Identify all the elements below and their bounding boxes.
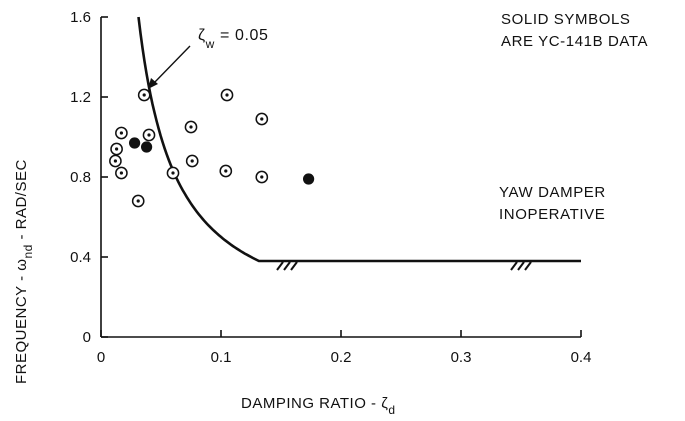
boundary-label-value: = 0.05 — [215, 27, 269, 44]
y-tick-label: 1.2 — [70, 89, 91, 106]
open-data-point-dot — [225, 93, 229, 97]
boundary-label-sub: w — [205, 37, 215, 51]
boundary-hatch-mark — [283, 261, 291, 271]
y-axis-title-suffix: - RAD/SEC — [13, 159, 30, 244]
boundary-hatch-mark — [276, 261, 284, 271]
y-tick-label: 0.4 — [70, 249, 91, 266]
boundary-hatch-mark — [510, 261, 518, 271]
solid-data-point — [141, 141, 153, 153]
solid-data-point — [303, 173, 315, 185]
y-tick-group: 0 0.4 0.8 1.2 1.6 — [70, 9, 108, 346]
boundary-label-symbol: ζ — [198, 27, 206, 44]
boundary-hatch-mark — [290, 261, 298, 271]
y-axis-title-text: FREQUENCY - — [13, 271, 30, 384]
region-label-line-1: YAW DAMPER — [499, 184, 606, 201]
open-data-point-dot — [115, 147, 119, 151]
region-label-line-2: INOPERATIVE — [499, 206, 605, 223]
y-axis-title: FREQUENCY - ωnd - RAD/SEC — [13, 159, 35, 384]
y-tick-label: 0.8 — [70, 169, 91, 186]
x-tick-label: 0.1 — [211, 349, 232, 366]
open-data-point-dot — [171, 171, 175, 175]
x-tick-label: 0 — [97, 349, 105, 366]
boundary-label-leader — [152, 45, 191, 85]
note-line-1: SOLID SYMBOLS — [501, 11, 631, 28]
boundary-label: ζw = 0.05 — [198, 27, 269, 51]
boundary-label-arrowhead — [148, 78, 158, 89]
open-data-point-dot — [260, 117, 264, 121]
y-tick-label: 1.6 — [70, 9, 91, 26]
open-data-point-dot — [142, 93, 146, 97]
open-data-point-dot — [136, 199, 140, 203]
open-data-point-dot — [190, 159, 194, 163]
open-data-point-dot — [119, 131, 123, 135]
open-data-point-dot — [224, 169, 228, 173]
data-points — [109, 88, 315, 208]
y-axis-title-symbol: ω — [13, 259, 30, 271]
x-axis-title-text: DAMPING RATIO - — [241, 395, 381, 412]
open-data-point-dot — [189, 125, 193, 129]
open-data-point-dot — [260, 175, 264, 179]
open-data-point-dot — [113, 159, 117, 163]
open-data-point-dot — [119, 171, 123, 175]
y-axis-title-sub: nd — [21, 244, 35, 258]
boundary-curve — [137, 16, 581, 263]
note-line-2: ARE YC-141B DATA — [501, 33, 648, 50]
x-tick-label: 0.4 — [571, 349, 592, 366]
x-axis-title-sub: d — [388, 403, 395, 417]
boundary-hatch-mark — [524, 261, 532, 271]
x-tick-label: 0.2 — [331, 349, 352, 366]
open-data-point-dot — [147, 133, 151, 137]
boundary-hatch-mark — [517, 261, 525, 271]
x-tick-group: 0 0.1 0.2 0.3 0.4 — [97, 330, 592, 366]
boundary-hatch-group — [276, 261, 532, 271]
y-tick-label: 0 — [83, 329, 91, 346]
x-axis-title: DAMPING RATIO - ζd — [241, 395, 396, 417]
solid-data-point — [129, 137, 141, 149]
x-tick-label: 0.3 — [451, 349, 472, 366]
x-axis-title-symbol: ζ — [381, 395, 388, 412]
